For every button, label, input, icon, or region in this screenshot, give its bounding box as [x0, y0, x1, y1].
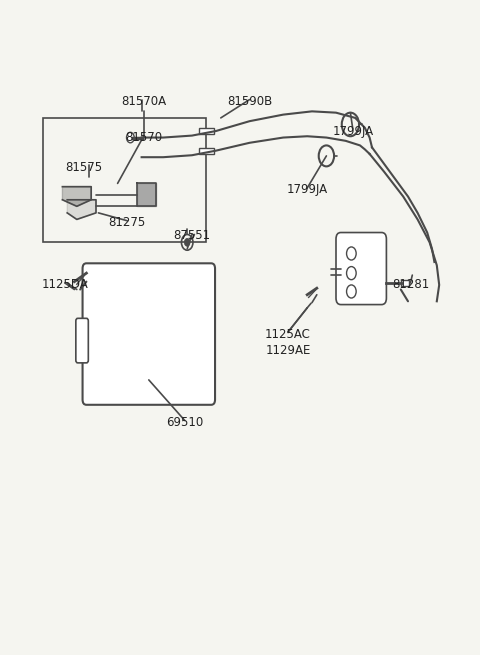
Text: 81570: 81570 — [125, 131, 163, 144]
Text: 81575: 81575 — [65, 160, 103, 174]
Circle shape — [127, 132, 134, 143]
FancyBboxPatch shape — [336, 233, 386, 305]
Text: 87551: 87551 — [173, 229, 211, 242]
Text: 1799JA: 1799JA — [332, 124, 373, 138]
Polygon shape — [62, 187, 91, 206]
Text: 81281: 81281 — [392, 278, 429, 291]
FancyBboxPatch shape — [83, 263, 215, 405]
Text: 81590B: 81590B — [227, 95, 272, 108]
Text: 1129AE: 1129AE — [265, 344, 311, 357]
FancyBboxPatch shape — [401, 280, 409, 286]
Polygon shape — [137, 183, 156, 206]
FancyBboxPatch shape — [199, 148, 214, 154]
Text: 1799JA: 1799JA — [287, 183, 328, 196]
Circle shape — [184, 238, 190, 246]
FancyBboxPatch shape — [199, 128, 214, 134]
Text: 81275: 81275 — [108, 216, 146, 229]
Text: 81570A: 81570A — [121, 95, 167, 108]
Text: 1125DA: 1125DA — [41, 278, 88, 291]
Polygon shape — [67, 200, 96, 219]
Text: 1125AC: 1125AC — [265, 328, 311, 341]
FancyBboxPatch shape — [76, 318, 88, 363]
Text: 69510: 69510 — [166, 416, 204, 429]
